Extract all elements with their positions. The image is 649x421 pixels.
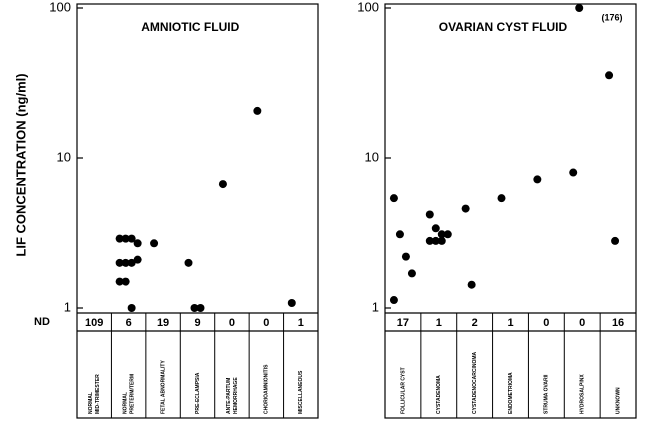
data-point [605, 71, 614, 80]
nd-count: 0 [229, 317, 235, 329]
data-point [425, 236, 434, 245]
data-point [121, 277, 130, 286]
data-point [127, 234, 136, 243]
data-point [461, 204, 470, 213]
y-tick-label: 1 [64, 299, 71, 314]
data-point [184, 258, 193, 267]
plot-frame [384, 3, 637, 419]
data-point [431, 236, 440, 245]
data-point [218, 180, 227, 189]
data-point [575, 4, 584, 12]
data-point [407, 269, 416, 278]
category-label: STRUMA OVARII [544, 374, 550, 414]
panel-title: OVARIAN CYST FLUID [439, 20, 568, 34]
nd-count: 16 [612, 317, 624, 329]
y-tick-label: 100 [357, 0, 379, 14]
data-point [287, 298, 296, 307]
category-label: CYSTADENOCARCINOMA [472, 351, 478, 414]
data-point [127, 304, 136, 312]
category-label: NORMAL [122, 392, 128, 414]
annotation: (176) [601, 12, 622, 22]
data-point [569, 168, 578, 177]
y-tick-label: 100 [49, 0, 71, 14]
data-point [437, 230, 446, 239]
data-point [133, 239, 142, 248]
panel-title: AMNIOTIC FLUID [141, 20, 239, 34]
nd-count: 17 [397, 317, 409, 329]
data-point [389, 194, 398, 203]
nd-count: 6 [126, 317, 132, 329]
data-point [425, 210, 434, 219]
data-point [133, 255, 142, 264]
y-tick-label: 10 [57, 149, 71, 164]
category-label: ANTE-PARTUM [226, 378, 232, 414]
category-label: NORMAL [88, 392, 94, 414]
data-point [121, 258, 130, 267]
category-label: CHORIOAMNIONITIS [264, 364, 270, 414]
category-label: FETAL ABNORMALITY [160, 360, 166, 414]
data-point [115, 258, 124, 267]
nd-count: 1 [436, 317, 442, 329]
category-label: MID-TRIMESTER [95, 374, 101, 414]
data-point [401, 252, 410, 261]
data-point [533, 175, 542, 184]
data-point [115, 234, 124, 243]
nd-count: 9 [194, 317, 200, 329]
data-point [431, 224, 440, 233]
category-label: PRETERM/TERM [129, 374, 135, 414]
y-axis-label: LIF CONCENTRATION (ng/ml) [13, 73, 28, 256]
data-point [150, 239, 159, 248]
category-label: HYDROSALPINX [580, 374, 586, 414]
nd-count: 1 [507, 317, 513, 329]
data-point [497, 194, 506, 203]
nd-count: 109 [85, 317, 103, 329]
y-tick-label: 1 [372, 299, 379, 314]
category-label: ENDOMETRIOMA [508, 372, 514, 414]
data-point [115, 277, 124, 286]
category-label: FOLLICULAR CYST [400, 367, 406, 414]
data-point [443, 230, 452, 239]
nd-count: 0 [263, 317, 269, 329]
category-label: HEMORRHAGE [233, 377, 239, 414]
category-label: MISCELLANEOUS [298, 370, 304, 414]
category-label: UNKNOWN [615, 387, 621, 414]
nd-count: 1 [298, 317, 304, 329]
data-point [437, 236, 446, 245]
data-point [127, 258, 136, 267]
data-point [611, 236, 620, 245]
data-point [467, 280, 476, 289]
data-point [395, 230, 404, 239]
nd-label: ND [34, 316, 50, 328]
nd-count: 2 [472, 317, 478, 329]
category-label: CYSTADENOMA [436, 375, 442, 414]
data-point [196, 304, 205, 312]
data-point [389, 296, 398, 305]
data-point [121, 234, 130, 243]
data-point [253, 106, 262, 115]
nd-count: 0 [543, 317, 549, 329]
data-point [190, 304, 199, 312]
category-label: PRE-ECLAMPSIA [195, 372, 201, 414]
plot-frame [76, 3, 319, 419]
y-tick-label: 10 [365, 149, 379, 164]
nd-count: 19 [157, 317, 169, 329]
nd-count: 0 [579, 317, 585, 329]
